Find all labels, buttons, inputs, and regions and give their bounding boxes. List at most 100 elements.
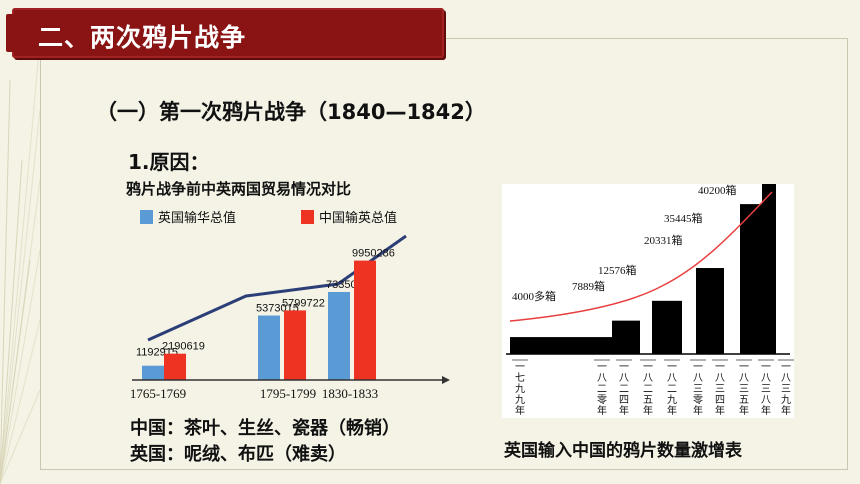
opium-import-chart: 4000多箱7889箱12576箱20331箱35445箱40200箱一七九九年… bbox=[506, 183, 794, 417]
opium-annotation: 7889箱 bbox=[572, 279, 605, 293]
opium-bar bbox=[762, 184, 776, 354]
bar-uk bbox=[142, 365, 164, 380]
svg-text:八: 八 bbox=[597, 373, 607, 384]
opium-annotation: 40200箱 bbox=[698, 184, 737, 197]
opium-chart-panel: 4000多箱 7889箱 12576箱 20331箱 35445箱 40200箱一七九九年… bbox=[502, 183, 794, 418]
legend-swatch-china bbox=[301, 210, 314, 224]
category-label: 1830-1833 bbox=[322, 386, 378, 401]
legend-swatch-uk bbox=[140, 210, 153, 224]
svg-text:年: 年 bbox=[715, 404, 725, 417]
data-label: 2190619 bbox=[162, 341, 205, 353]
svg-text:八: 八 bbox=[715, 373, 725, 384]
svg-text:一: 一 bbox=[619, 362, 629, 373]
svg-text:二: 二 bbox=[597, 384, 607, 395]
x-axis-arrow bbox=[442, 376, 450, 384]
trade-comparison-chart: 鸦片战争前中英两国贸易情况对比 英国输华总值 中国输英总值 1192915219… bbox=[126, 180, 450, 401]
svg-text:八: 八 bbox=[781, 373, 791, 384]
page-title: 二、两次鸦片战争 bbox=[38, 23, 247, 52]
svg-text:八: 八 bbox=[667, 373, 677, 384]
svg-text:一: 一 bbox=[597, 362, 607, 373]
svg-text:二: 二 bbox=[619, 384, 629, 395]
svg-text:八: 八 bbox=[761, 395, 771, 406]
opium-annotation: 4000多箱 bbox=[512, 289, 556, 303]
bar-uk bbox=[258, 315, 280, 380]
svg-text:八: 八 bbox=[761, 373, 771, 384]
svg-text:一: 一 bbox=[515, 362, 525, 373]
bar-china bbox=[164, 353, 186, 380]
opium-chart-caption: 英国输入中国的鸦片数量激增表 bbox=[504, 441, 742, 461]
category-label: 1765-1769 bbox=[130, 386, 186, 401]
trend-line bbox=[147, 234, 407, 342]
svg-text:三: 三 bbox=[761, 384, 771, 395]
svg-text:一: 一 bbox=[781, 362, 791, 373]
svg-text:五: 五 bbox=[643, 395, 653, 406]
svg-text:三: 三 bbox=[715, 384, 725, 395]
cause-label: 1.原因： bbox=[128, 150, 210, 174]
growth-curve bbox=[509, 191, 773, 322]
svg-text:零: 零 bbox=[693, 394, 703, 406]
data-label: 9950286 bbox=[352, 248, 395, 260]
svg-text:八: 八 bbox=[643, 373, 653, 384]
svg-text:三: 三 bbox=[781, 384, 791, 395]
legend-label-china: 中国输英总值 bbox=[319, 210, 397, 225]
svg-text:年: 年 bbox=[619, 404, 629, 417]
title-banner: 二、两次鸦片战争 bbox=[6, 8, 444, 58]
svg-text:年: 年 bbox=[761, 404, 771, 417]
svg-text:一: 一 bbox=[643, 362, 653, 373]
svg-text:年: 年 bbox=[739, 404, 749, 417]
svg-text:九: 九 bbox=[667, 394, 677, 406]
svg-text:一: 一 bbox=[715, 362, 725, 373]
svg-text:八: 八 bbox=[739, 373, 749, 384]
svg-text:七: 七 bbox=[515, 372, 525, 384]
opium-bar bbox=[612, 320, 640, 354]
opium-annotation: 12576箱 bbox=[598, 263, 637, 277]
britain-exports-note: 英国：呢绒、布匹（难卖） bbox=[130, 444, 346, 465]
svg-text:九: 九 bbox=[781, 394, 791, 406]
svg-text:年: 年 bbox=[515, 404, 525, 417]
section-heading: （一）第一次鸦片战争（1840—1842） bbox=[96, 100, 486, 124]
svg-text:九: 九 bbox=[515, 394, 525, 406]
bar-china bbox=[284, 310, 306, 380]
opium-bar bbox=[652, 300, 682, 354]
data-label: 5799722 bbox=[282, 297, 325, 309]
category-label: 1795-1799 bbox=[260, 386, 316, 401]
svg-text:四: 四 bbox=[715, 395, 725, 406]
svg-text:四: 四 bbox=[619, 395, 629, 406]
legend-label-uk: 英国输华总值 bbox=[158, 210, 236, 225]
svg-text:三: 三 bbox=[693, 384, 703, 395]
chart-title: 鸦片战争前中英两国贸易情况对比 bbox=[126, 180, 351, 198]
svg-text:一: 一 bbox=[667, 362, 677, 373]
opium-bar bbox=[510, 337, 612, 354]
svg-text:一: 一 bbox=[739, 362, 749, 373]
bar-uk bbox=[328, 291, 350, 380]
svg-text:年: 年 bbox=[667, 404, 677, 417]
opium-bar bbox=[696, 268, 724, 354]
svg-text:二: 二 bbox=[643, 384, 653, 395]
svg-text:九: 九 bbox=[515, 383, 525, 395]
bar-china bbox=[354, 260, 376, 380]
china-exports-note: 中国：茶叶、生丝、瓷器（畅销） bbox=[130, 418, 400, 439]
svg-text:二: 二 bbox=[667, 384, 677, 395]
svg-text:年: 年 bbox=[597, 404, 607, 417]
svg-text:年: 年 bbox=[781, 404, 791, 417]
content-frame bbox=[40, 38, 848, 470]
svg-text:八: 八 bbox=[693, 373, 703, 384]
svg-text:年: 年 bbox=[643, 404, 653, 417]
svg-text:一: 一 bbox=[761, 362, 771, 373]
svg-text:三: 三 bbox=[739, 384, 749, 395]
svg-text:一: 一 bbox=[693, 362, 703, 373]
opium-annotation: 20331箱 bbox=[644, 233, 683, 247]
svg-text:五: 五 bbox=[739, 395, 749, 406]
svg-text:年: 年 bbox=[693, 404, 703, 417]
